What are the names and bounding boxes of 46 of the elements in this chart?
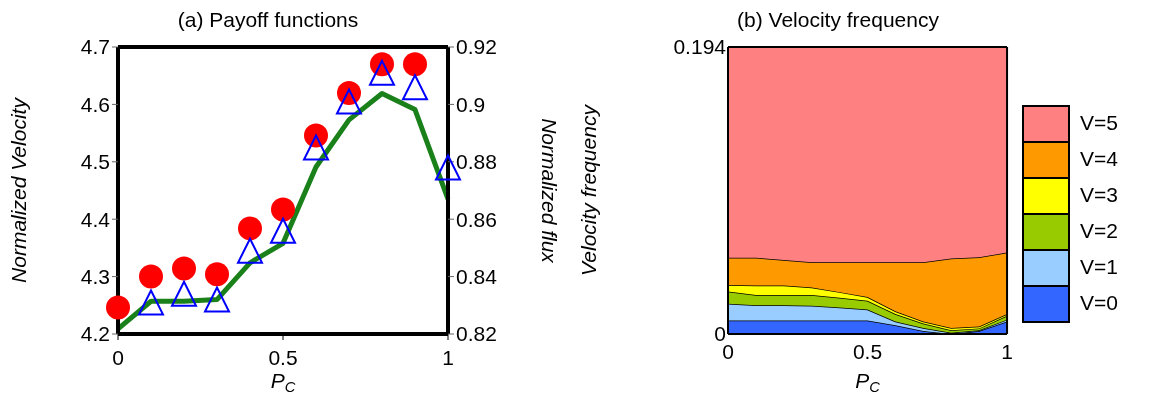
point <box>402 74 428 101</box>
legend-label: V=1 <box>1079 254 1118 280</box>
y-tick-label: 4.6 <box>80 92 110 116</box>
y2-tick-label: 0.92 <box>456 35 497 59</box>
y-tick-label: 4.3 <box>80 265 110 289</box>
y-axis-title: Velocity frequency <box>576 103 600 276</box>
y2-tick-label: 0.84 <box>456 265 498 289</box>
x-tick-label: 1 <box>442 345 454 369</box>
y2-tick-label: 0.86 <box>456 207 497 231</box>
point <box>238 216 262 241</box>
y2-tick-label: 0.9 <box>456 92 486 116</box>
chart-title: (a) Payoff functions <box>176 8 360 32</box>
y2-tick-label: 0.82 <box>456 322 497 346</box>
point <box>237 237 263 264</box>
y-tick-label: 4.4 <box>80 207 111 231</box>
chart-title: (b) Velocity frequency <box>736 8 940 32</box>
point <box>303 134 329 161</box>
legend-label: V=5 <box>1079 110 1118 136</box>
point <box>139 264 163 289</box>
point <box>270 217 296 244</box>
point <box>271 197 295 222</box>
y2-axis-title: Normalized flux <box>538 118 562 265</box>
legend-label: V=2 <box>1079 218 1118 244</box>
legend-label: V=0 <box>1079 290 1118 316</box>
y-tick-label: 0.194 <box>673 35 727 59</box>
y2-tick-label: 0.88 <box>456 150 497 174</box>
x-tick-label: 1 <box>1001 339 1013 363</box>
point <box>403 52 427 77</box>
y-axis-title: Normalized Velocity <box>6 96 30 283</box>
x-axis-title: P$_{C}$ <box>855 368 881 395</box>
y-tick-label: 4.7 <box>80 35 110 59</box>
x-tick-label: 0.5 <box>268 345 298 369</box>
legend-label: V=3 <box>1079 182 1118 208</box>
point <box>138 289 164 316</box>
point <box>172 256 196 281</box>
point <box>204 286 230 313</box>
y-tick-label: 4.5 <box>80 150 110 174</box>
y-tick-label: 4.2 <box>80 322 110 346</box>
point <box>171 280 197 307</box>
point <box>369 59 395 86</box>
point <box>106 295 130 320</box>
legend-label: V=4 <box>1079 146 1118 172</box>
point <box>205 262 229 287</box>
x-tick-label: 0.5 <box>852 339 883 363</box>
point <box>336 88 362 115</box>
x-axis-title: P$_{C}$ <box>270 368 296 395</box>
